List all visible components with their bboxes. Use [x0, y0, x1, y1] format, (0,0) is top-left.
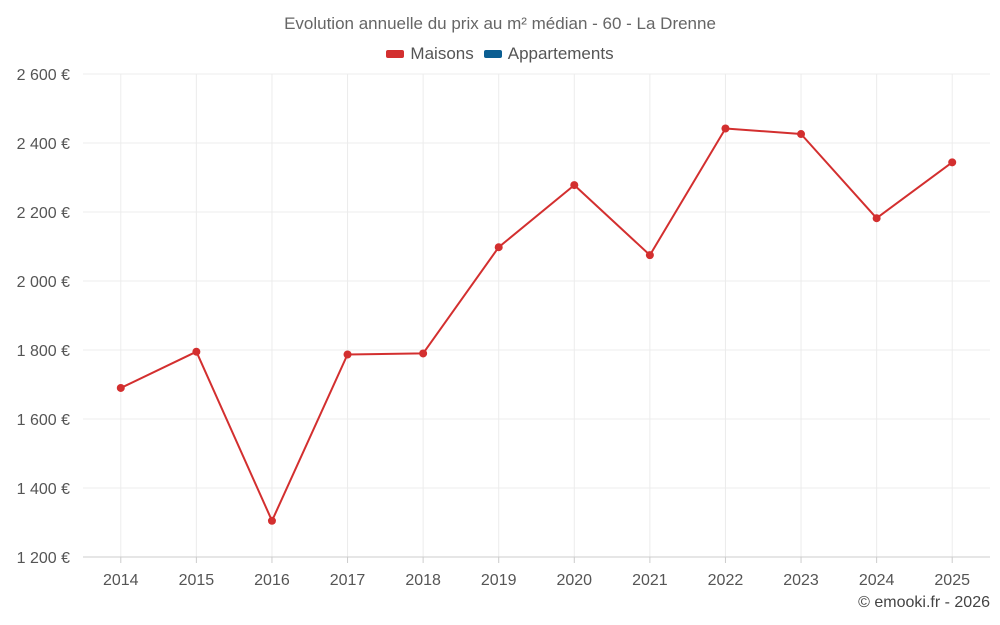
x-tick-label: 2020 — [556, 572, 592, 589]
y-tick-label: 2 200 € — [17, 205, 70, 222]
chart-title: Evolution annuelle du prix au m² médian … — [284, 14, 716, 33]
legend-label-maisons: Maisons — [410, 44, 474, 63]
x-tick-label: 2019 — [481, 572, 517, 589]
legend-item-appartements[interactable]: Appartements — [483, 44, 614, 64]
chart-legend: Maisons Appartements — [0, 44, 1000, 64]
x-tick-label: 2021 — [632, 572, 668, 589]
data-point-2016 — [267, 516, 276, 525]
x-tick-label: 2018 — [405, 572, 441, 589]
x-tick-label: 2022 — [708, 572, 744, 589]
data-point-2023 — [797, 130, 806, 139]
y-tick-label: 2 000 € — [17, 274, 70, 291]
y-tick-label: 2 400 € — [17, 136, 70, 153]
legend-item-maisons[interactable]: Maisons — [386, 44, 474, 64]
y-tick-label: 1 200 € — [17, 550, 70, 567]
x-tick-label: 2014 — [103, 572, 139, 589]
y-tick-label: 1 400 € — [17, 481, 70, 498]
series-line-maisons — [120, 127, 953, 522]
x-tick-label: 2024 — [859, 572, 895, 589]
x-tick-label: 2015 — [179, 572, 215, 589]
x-tick-label: 2017 — [330, 572, 366, 589]
data-point-2017 — [343, 350, 352, 359]
data-point-2014 — [116, 383, 125, 392]
y-tick-label: 1 600 € — [17, 412, 70, 429]
data-point-2018 — [419, 349, 428, 358]
data-point-2024 — [872, 214, 881, 223]
data-point-2015 — [192, 347, 201, 356]
legend-swatch-maisons — [386, 50, 405, 58]
y-tick-label: 1 800 € — [17, 343, 70, 360]
x-tick-label: 2023 — [783, 572, 819, 589]
legend-swatch-appartements — [483, 50, 502, 58]
data-point-2020 — [570, 181, 579, 190]
y-tick-label: 2 600 € — [17, 67, 70, 84]
data-point-2022 — [721, 124, 730, 133]
data-point-2021 — [645, 251, 654, 260]
legend-label-appartements: Appartements — [507, 44, 614, 63]
credit-text: © emooki.fr - 2026 — [858, 594, 990, 611]
data-point-2019 — [494, 243, 503, 252]
data-point-2025 — [948, 158, 957, 167]
x-tick-label: 2025 — [934, 572, 970, 589]
x-tick-label: 2016 — [254, 572, 290, 589]
